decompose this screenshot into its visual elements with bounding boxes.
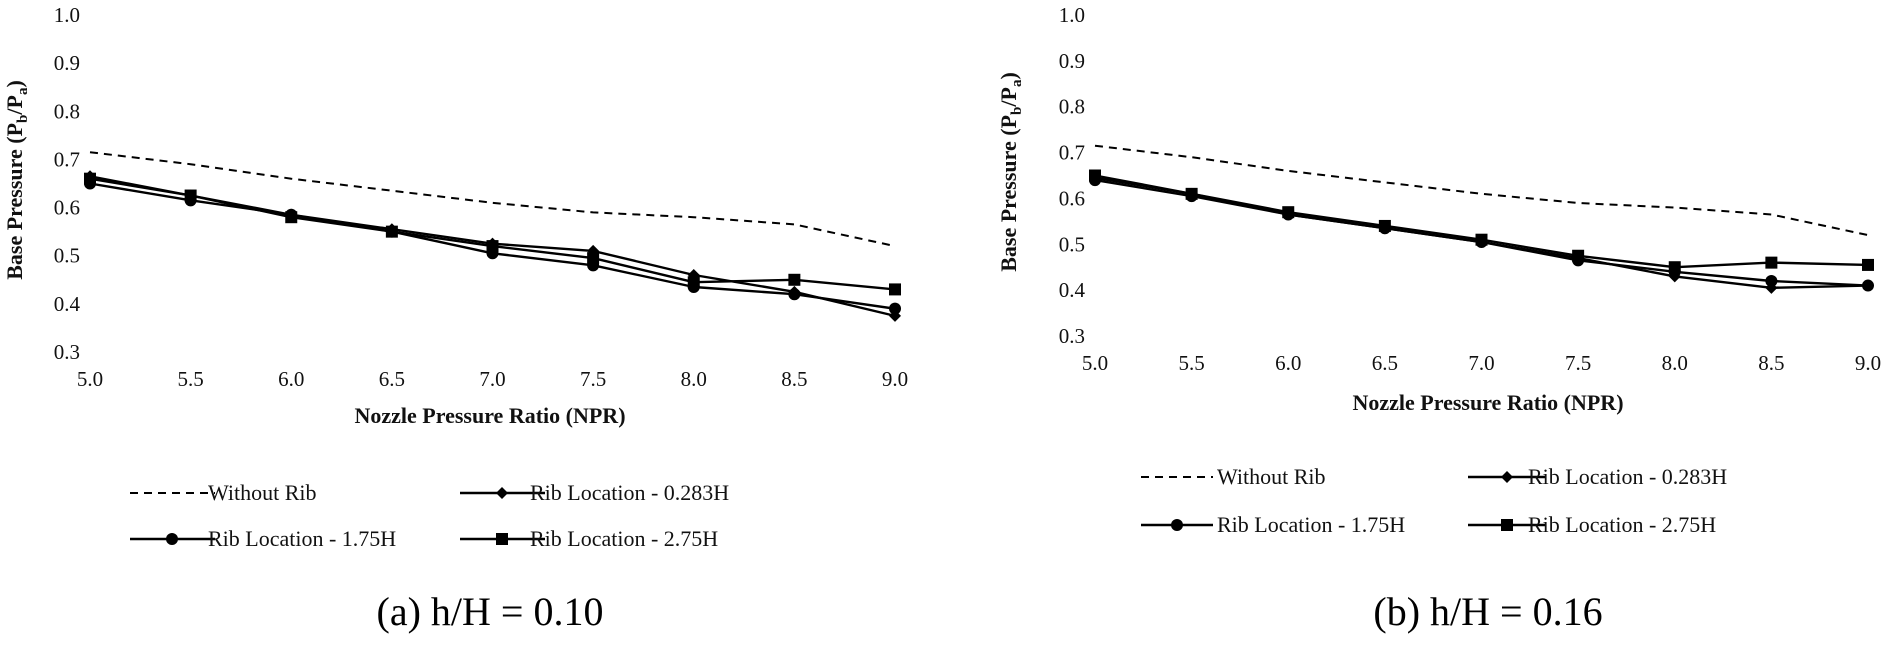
chart-b-caption: (b) h/H = 0.16 [1373, 589, 1602, 634]
chart-b-y-tick-label: 0.6 [1059, 186, 1085, 210]
chart-a-point-square [788, 273, 801, 286]
chart-b-x-tick-label: 5.5 [1179, 351, 1205, 375]
chart-a-y-tick-label: 0.5 [54, 244, 80, 268]
chart-b-point-square [1765, 256, 1778, 269]
chart-a-legend-label-2: Rib Location - 1.75H [208, 526, 396, 551]
chart-a-y-tick-label: 0.6 [54, 196, 80, 220]
chart-a-y-tick-label: 0.3 [54, 340, 80, 364]
chart-b-y-tick-label: 1.0 [1059, 3, 1085, 27]
chart-b-point-square [1282, 206, 1295, 219]
chart-a-point-square [184, 189, 197, 202]
chart-b-legend-label-2: Rib Location - 1.75H [1217, 512, 1405, 537]
chart-a-point-square [587, 252, 600, 265]
chart-a-legend-label-0: Without Rib [208, 480, 317, 505]
chart-b-y-axis-title: Base Pressure (Pb/Pa) [996, 72, 1025, 272]
chart-b-x-tick-label: 6.5 [1372, 351, 1398, 375]
chart-a-point-square [889, 283, 901, 296]
chart-a-point-square [687, 276, 700, 289]
chart-a-x-tick-label: 6.0 [278, 367, 304, 391]
chart-a-x-axis-title: Nozzle Pressure Ratio (NPR) [354, 403, 625, 428]
chart-a-legend-label-3: Rib Location - 2.75H [530, 526, 718, 551]
chart-a-y-tick-label: 0.4 [54, 292, 81, 316]
chart-b-y-tick-label: 0.9 [1059, 49, 1085, 73]
chart-panel-a: 0.3 0.4 0.5 0.6 0.7 0.8 0.9 1.0 5.0 5.5 6.0 6.5 7.0 7… [2, 3, 908, 634]
chart-b-point-square [1185, 187, 1198, 200]
chart-a-y-tick-label: 0.7 [54, 147, 80, 171]
chart-a-series-line-0 [89, 151, 896, 248]
chart-b-legend-label-3: Rib Location - 2.75H [1528, 512, 1716, 537]
chart-b-point-square [1475, 233, 1488, 246]
chart-b-y-tick-label: 0.5 [1059, 232, 1085, 256]
chart-a-legend-marker-square [496, 533, 508, 545]
chart-a-y-tick-label: 0.9 [54, 51, 80, 75]
chart-b-x-tick-label: 7.0 [1468, 351, 1494, 375]
chart-b-legend-label-1: Rib Location - 0.283H [1528, 464, 1727, 489]
chart-a-x-tick-label: 7.5 [580, 367, 606, 391]
chart-a-y-tick-label: 0.8 [54, 99, 80, 123]
chart-b-point-circle [1765, 274, 1778, 287]
chart-b-svg: 0.3 0.4 0.5 0.6 0.7 0.8 0.9 1.0 5.0 5.5 6.0 6.5 7.0 7… [996, 3, 1881, 634]
chart-a-x-tick-label: 8.5 [781, 367, 807, 391]
chart-a-point-square [486, 240, 499, 253]
chart-b-legend-marker-diamond [1501, 471, 1513, 483]
chart-b-x-tick-label: 8.0 [1662, 351, 1688, 375]
chart-b-x-tick-label: 9.0 [1855, 351, 1881, 375]
chart-b-point-square [1668, 261, 1681, 274]
chart-a-point-square [84, 172, 96, 185]
chart-b-legend-marker-circle [1171, 519, 1183, 531]
chart-b-point-square [1572, 249, 1585, 262]
chart-b-x-axis-title: Nozzle Pressure Ratio (NPR) [1352, 390, 1623, 415]
chart-a-x-tick-label: 7.0 [479, 367, 505, 391]
chart-a-y-axis-title: Base Pressure (Pb/Pa) [2, 80, 31, 280]
chart-a-point-square [285, 211, 298, 224]
chart-b-series-line-3 [1094, 174, 1869, 269]
chart-b-point-square [1862, 258, 1874, 271]
chart-b-y-tick-label: 0.8 [1059, 95, 1085, 119]
chart-b-x-tick-label: 8.5 [1758, 351, 1784, 375]
chart-a-x-tick-label: 8.0 [681, 367, 707, 391]
chart-a-series-line-3 [89, 177, 896, 291]
chart-b-series-line-2 [1094, 178, 1869, 287]
chart-a-x-tick-label: 5.5 [178, 367, 204, 391]
chart-b-point-square [1378, 219, 1391, 232]
chart-a-x-tick-label: 9.0 [882, 367, 908, 391]
chart-b-legend-marker-square [1501, 519, 1513, 531]
chart-b-y-tick-label: 0.3 [1059, 324, 1085, 348]
chart-b-legend-label-0: Without Rib [1217, 464, 1326, 489]
chart-b-series-line-0 [1094, 144, 1869, 237]
chart-b-y-tick-label: 0.4 [1059, 278, 1086, 302]
chart-b-y-tick-label: 0.7 [1059, 141, 1085, 165]
chart-a-legend-marker-diamond [496, 487, 508, 499]
chart-a-point-circle [788, 288, 801, 301]
chart-a-svg: 0.3 0.4 0.5 0.6 0.7 0.8 0.9 1.0 5.0 5.5 6.0 6.5 7.0 7… [2, 3, 908, 634]
chart-a-legend-label-1: Rib Location - 0.283H [530, 480, 729, 505]
chart-b-x-tick-label: 6.0 [1275, 351, 1301, 375]
chart-a-legend-marker-circle [166, 533, 178, 545]
chart-b-x-tick-label: 5.0 [1082, 351, 1108, 375]
chart-a-x-tick-label: 6.5 [379, 367, 405, 391]
chart-b-point-square [1089, 169, 1101, 182]
chart-a-x-tick-label: 5.0 [77, 367, 103, 391]
chart-a-y-tick-label: 1.0 [54, 3, 80, 27]
chart-b-point-circle [1862, 279, 1874, 292]
chart-a-caption: (a) h/H = 0.10 [377, 589, 604, 634]
chart-b-x-tick-label: 7.5 [1565, 351, 1591, 375]
chart-b-series-line-1 [1094, 176, 1869, 289]
chart-panel-b: 0.3 0.4 0.5 0.6 0.7 0.8 0.9 1.0 5.0 5.5 6.0 6.5 7.0 7… [948, 0, 1895, 650]
chart-a-point-circle [889, 302, 901, 315]
chart-a-point-square [385, 225, 398, 238]
